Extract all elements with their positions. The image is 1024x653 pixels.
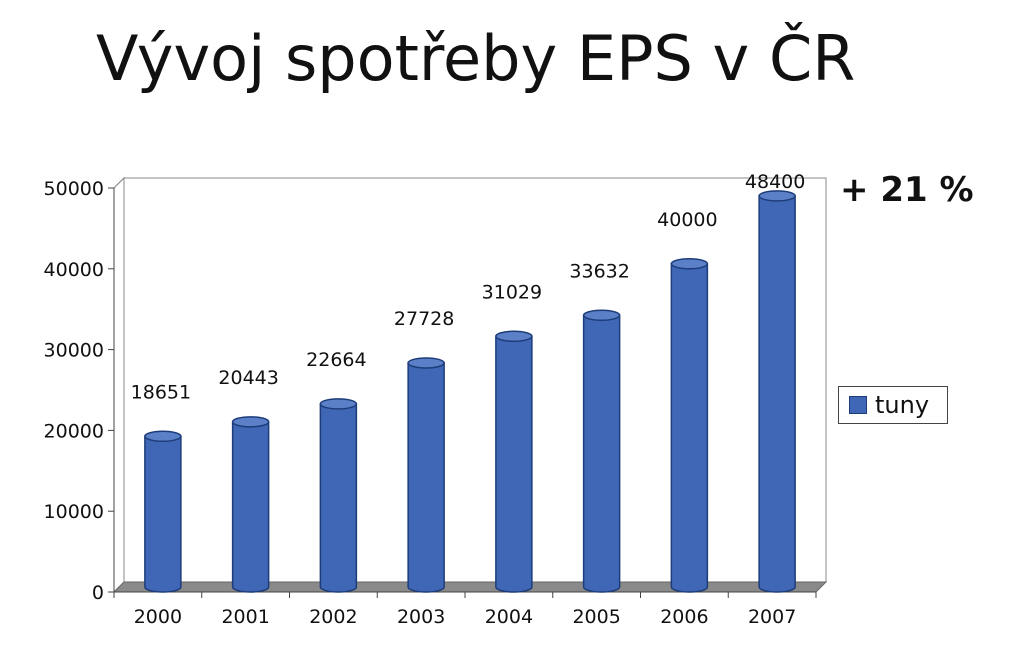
data-label: 22664 <box>306 349 366 371</box>
bar <box>495 330 533 593</box>
y-tick-label: 40000 <box>44 259 104 281</box>
data-label: 27728 <box>394 308 454 330</box>
x-tick-label: 2007 <box>748 606 796 628</box>
bar <box>758 190 796 593</box>
floor <box>112 581 828 593</box>
x-tick-label: 2001 <box>221 606 269 628</box>
growth-annotation: + 21 % <box>840 170 974 210</box>
bar-top <box>319 398 358 410</box>
y-tick-label: 0 <box>92 582 104 604</box>
y-tick-label: 20000 <box>44 420 104 442</box>
bar-top <box>582 309 621 322</box>
bars <box>144 190 796 593</box>
x-tick-labels: 2000 2001 2002 2003 2004 2005 2006 2007 <box>134 606 797 628</box>
x-tick-label: 2002 <box>309 606 357 628</box>
y-tick-label: 10000 <box>44 501 104 523</box>
bar <box>407 357 445 593</box>
bar <box>231 416 270 593</box>
legend-swatch <box>849 396 867 414</box>
y-tick-label: 30000 <box>44 340 104 362</box>
x-tick-label: 2003 <box>397 606 445 628</box>
data-label: 48400 <box>745 171 805 193</box>
x-tick-label: 2005 <box>572 606 620 628</box>
bar <box>582 309 621 593</box>
x-tick-label: 2000 <box>134 606 182 628</box>
bar-body <box>319 403 358 593</box>
legend: tuny <box>838 386 948 424</box>
legend-label: tuny <box>875 391 930 419</box>
bar-body <box>144 435 182 593</box>
data-label: 18651 <box>131 381 191 403</box>
data-label: 33632 <box>569 260 629 282</box>
bar-top <box>495 330 533 343</box>
bar-top <box>231 416 270 428</box>
bar <box>319 398 358 593</box>
bar-body <box>495 335 533 593</box>
x-tick-label: 2004 <box>485 606 533 628</box>
bar-top <box>758 190 796 202</box>
bar-top <box>407 357 445 369</box>
data-labels: 18651 20443 22664 27728 31029 33632 40000 48400 <box>131 171 806 403</box>
bar-body <box>582 314 621 593</box>
chart-title: Vývoj spotřeby EPS v ČR <box>96 22 856 95</box>
bar-body <box>758 195 796 593</box>
bar-body <box>670 263 709 593</box>
left-wall <box>113 176 125 594</box>
bar-top <box>670 258 709 270</box>
bar-body <box>407 362 445 593</box>
data-label: 20443 <box>218 367 278 389</box>
axes <box>108 176 828 598</box>
bar <box>670 258 709 593</box>
y-tick-label: 50000 <box>44 178 104 200</box>
bar-body <box>231 421 270 593</box>
bar-top <box>144 430 182 443</box>
data-label: 40000 <box>657 209 717 231</box>
data-label: 31029 <box>482 281 542 303</box>
y-tick-labels: 0 10000 20000 30000 40000 50000 <box>44 178 104 604</box>
bar <box>144 430 182 593</box>
x-tick-label: 2006 <box>660 606 708 628</box>
